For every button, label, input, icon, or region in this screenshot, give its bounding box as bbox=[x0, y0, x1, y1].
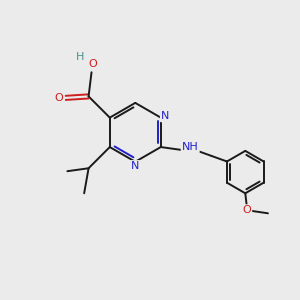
Text: N: N bbox=[161, 111, 170, 121]
Text: N: N bbox=[131, 161, 140, 171]
Text: H: H bbox=[76, 52, 84, 62]
Text: O: O bbox=[55, 93, 64, 103]
Text: O: O bbox=[88, 59, 97, 69]
Text: NH: NH bbox=[182, 142, 199, 152]
Text: O: O bbox=[242, 206, 251, 215]
